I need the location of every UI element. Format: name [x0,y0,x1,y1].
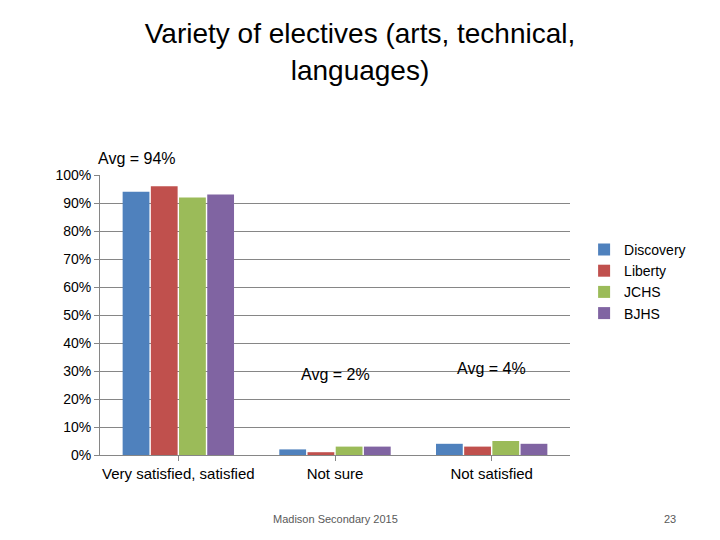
svg-text:100%: 100% [55,167,91,183]
svg-text:50%: 50% [63,307,91,323]
svg-text:Avg = 4%: Avg = 4% [457,360,526,377]
svg-text:BJHS: BJHS [624,306,660,322]
svg-text:Not sure: Not sure [307,465,364,482]
svg-text:23: 23 [664,513,676,525]
svg-text:Liberty: Liberty [624,263,666,279]
svg-text:Variety of electives (arts, te: Variety of electives (arts, technical,la… [145,18,576,85]
svg-text:JCHS: JCHS [624,284,661,300]
svg-text:40%: 40% [63,335,91,351]
svg-text:Not satisfied: Not satisfied [450,465,533,482]
svg-text:Very satisfied, satisfied: Very satisfied, satisfied [102,465,255,482]
svg-text:70%: 70% [63,251,91,267]
svg-text:60%: 60% [63,279,91,295]
svg-text:Avg = 94%: Avg = 94% [98,150,176,167]
svg-text:Madison Secondary 2015: Madison Secondary 2015 [273,513,398,525]
svg-text:20%: 20% [63,391,91,407]
svg-text:80%: 80% [63,223,91,239]
svg-text:10%: 10% [63,419,91,435]
svg-text:90%: 90% [63,195,91,211]
svg-text:0%: 0% [71,447,91,463]
svg-text:Avg = 2%: Avg = 2% [301,366,370,383]
svg-text:Discovery: Discovery [624,242,685,258]
svg-text:30%: 30% [63,363,91,379]
